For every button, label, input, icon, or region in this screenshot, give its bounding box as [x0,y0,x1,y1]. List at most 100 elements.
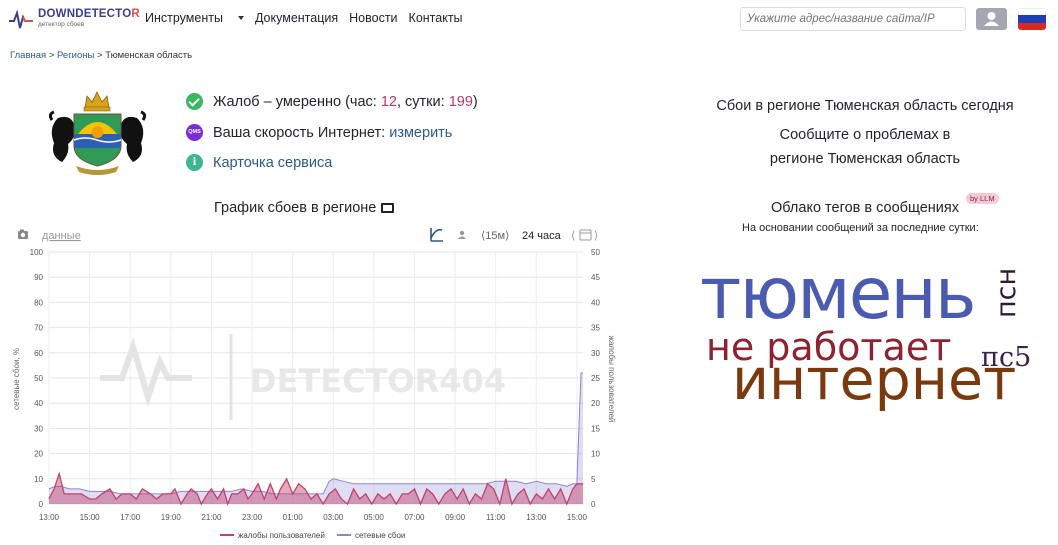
x-tick-label: 07:00 [404,513,425,522]
legend-outages[interactable]: сетевые сбои [355,531,405,540]
check-circle-icon [186,93,203,110]
calendar-icon[interactable]: ⟨ ⟩ [571,229,598,242]
tag-word: пс5 [981,342,1032,373]
nav-item-tools[interactable]: Инструменты [145,11,244,25]
top-navbar: DOWNDETECTOR детектор сбоев Инструменты … [0,0,1058,38]
logo-title: DOWNDETECTOR [38,8,140,20]
breadcrumb-current: Тюменская область [105,50,193,61]
interval-15m[interactable]: ⟨15м⟩ [481,230,509,242]
y-right-tick-label: 25 [591,374,600,383]
report-problem-line1[interactable]: Сообщите о проблемах в [779,127,951,143]
x-tick-label: 15:00 [80,513,101,522]
y-right-tick-label: 35 [591,324,600,333]
nav-item-contacts[interactable]: Контакты [408,11,463,25]
monitor-icon[interactable] [381,203,395,213]
complaints-hour-value: 12 [380,93,397,110]
breadcrumb-regions[interactable]: Регионы [57,50,95,61]
x-tick-label: 01:00 [283,513,304,522]
complaints-series-area [49,473,583,504]
y-left-tick-label: 60 [34,349,43,358]
y-left-tick-label: 100 [30,248,44,257]
breadcrumb-home[interactable]: Главная [10,50,47,61]
y-left-tick-label: 70 [34,324,43,333]
outages-series-area [49,373,583,504]
chart-type-icon[interactable] [430,228,443,242]
y-left-tick-label: 10 [34,475,43,484]
internet-speed-row: QMS Ваша скорость Интернет: измерить [186,124,452,141]
site-search-input[interactable] [740,7,966,31]
svg-text:DETECTOR404: DETECTOR404 [250,362,506,400]
camera-icon[interactable] [18,229,28,240]
user-button[interactable] [976,8,1007,30]
user-filter-icon[interactable] [458,230,466,239]
chevron-down-icon [237,16,244,20]
y-left-tick-label: 40 [34,399,43,408]
y-left-tick-label: 90 [34,273,43,282]
outages-series-line [48,372,583,495]
tag-cloud-title: Облако тегов в сообщениях [771,200,959,216]
nav-menu: Инструменты Документация Новости Контакт… [145,11,474,25]
chart-legend: жалобы пользователей сетевые сбои [220,531,405,540]
speed-label: Ваша скорость Интернет: [213,124,390,141]
tag-word: тюмень [700,252,977,335]
y-right-tick-label: 45 [591,273,600,282]
chart-watermark: DETECTOR404 [100,334,506,420]
main-content [0,38,1058,545]
report-problem-line2[interactable]: регионе Тюменская область [769,151,961,167]
y-right-tick-label: 10 [591,450,600,459]
y-left-tick-label: 0 [39,500,44,509]
nav-item-docs[interactable]: Документация [254,11,339,25]
outage-chart: данные ⟨15м⟩ 24 часа ⟨ ⟩ DETECTOR404 0 10… [12,228,616,540]
qms-speed-icon: QMS [186,124,203,141]
breadcrumb: Главная > Регионы > Тюменская область [10,50,192,61]
nav-item-news[interactable]: Новости [349,11,398,25]
y-left-tick-label: 80 [34,298,43,307]
y-right-tick-label: 20 [591,399,600,408]
x-tick-label: 19:00 [161,513,182,522]
complaints-status: Жалоб – умеренно (час: 12, сутки: 199) [186,93,478,110]
y-right-tick-label: 50 [591,248,600,257]
y-right-label: жалобы пользователей [607,336,616,423]
interval-24h[interactable]: 24 часа [522,230,562,242]
x-tick-label: 13:00 [39,513,60,522]
legend-complaints[interactable]: жалобы пользователей [238,531,325,540]
llm-badge: by LLM [966,193,999,204]
service-card-link[interactable]: Карточка сервиса [213,154,333,171]
y-right-tick-label: 15 [591,424,600,433]
y-right-tick-label: 0 [591,500,596,509]
complaints-text: Жалоб – умеренно (час: 12, сутки: 199) [213,93,478,110]
x-tick-label: 13:00 [526,513,547,522]
svg-text:⟨: ⟨ [571,230,575,242]
x-tick-label: 09:00 [445,513,466,522]
measure-speed-link[interactable]: измерить [389,124,453,141]
y-left-label: сетевые сбои, % [12,348,21,410]
chart-grid [48,251,583,505]
svg-text:⟩: ⟩ [594,230,598,242]
russia-flag-icon[interactable] [1018,8,1046,30]
logo-pulse-icon [9,9,33,29]
y-left-tick-label: 20 [34,450,43,459]
y-left-tick-label: 50 [34,374,43,383]
breadcrumb-separator: > [97,50,103,61]
y-left-tick-label: 30 [34,424,43,433]
chart-data-link[interactable]: данные [42,230,81,242]
downdetector-logo[interactable]: DOWNDETECTOR детектор сбоев [8,7,140,33]
complaints-day-value: 199 [448,93,473,110]
y-right-tick-label: 30 [591,349,600,358]
complaints-series-line [48,471,583,507]
x-tick-label: 21:00 [201,513,222,522]
info-icon: i [186,154,203,171]
tag-word: псн [991,267,1022,318]
region-outages-title: Сбои в регионе Тюменская область сегодня [716,98,1014,114]
x-tick-label: 17:00 [120,513,141,522]
breadcrumb-separator: > [48,50,55,61]
service-card-row: i Карточка сервиса [186,154,332,171]
x-tick-label: 05:00 [364,513,385,522]
tag-word: не работает [706,325,952,369]
user-icon [984,12,999,26]
chart-series [48,372,583,507]
chart-axes: 0 10 20 30 40 50 60 70 80 90 100 0 5 10 15 20 25 30 35 40 45… [30,248,601,522]
x-tick-label: 23:00 [242,513,263,522]
y-right-tick-label: 5 [591,475,596,484]
y-right-tick-label: 40 [591,298,600,307]
